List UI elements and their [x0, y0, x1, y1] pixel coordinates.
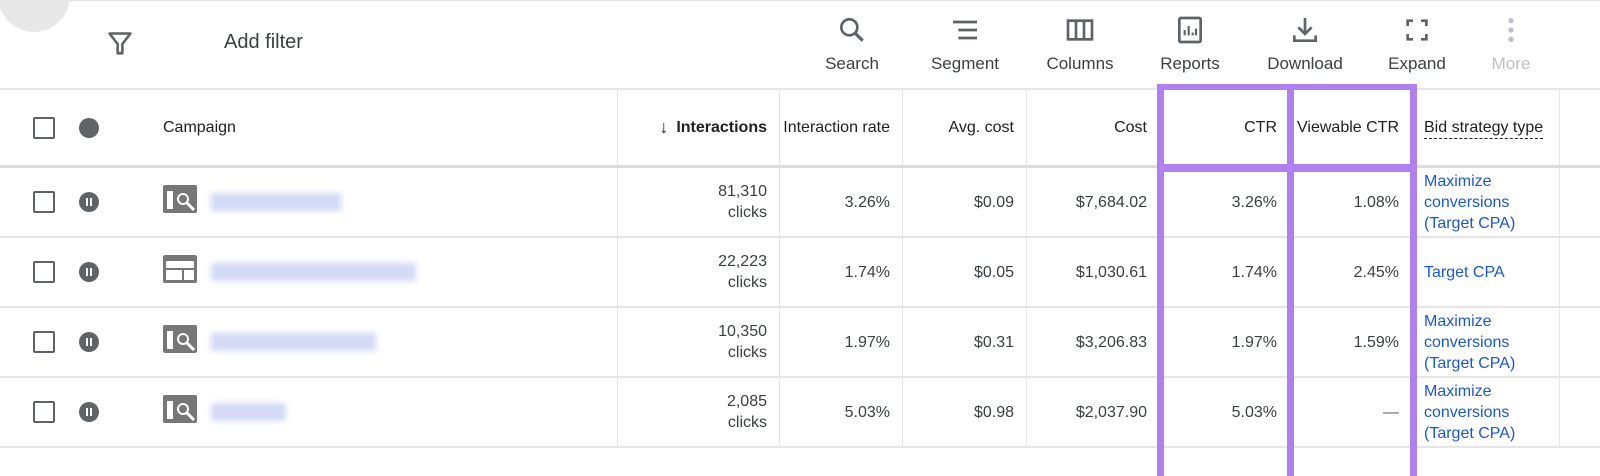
interactions-cell: 2,085 clicks — [618, 378, 780, 446]
segment-button[interactable]: Segment — [910, 14, 1020, 74]
row-checkbox[interactable] — [33, 261, 55, 283]
more-vert-icon — [1508, 18, 1514, 42]
search-campaign-icon — [163, 395, 197, 429]
add-filter-button[interactable]: Add filter — [224, 31, 303, 53]
search-button[interactable]: Search — [797, 14, 907, 74]
interaction-rate-cell: 3.26% — [780, 168, 903, 236]
table-row: 81,310 clicks 3.26% $0.09 $7,684.02 3.26%… — [0, 168, 1600, 238]
bid-strategy-link[interactable]: Target CPA — [1424, 263, 1505, 281]
select-all-checkbox[interactable] — [33, 116, 55, 139]
avg-cost-cell: $0.09 — [903, 168, 1027, 236]
search-label: Search — [825, 54, 879, 73]
campaign-name-link-redacted[interactable] — [211, 193, 341, 211]
columns-icon — [1066, 19, 1094, 41]
campaign-cell — [125, 168, 618, 236]
paused-status-icon[interactable] — [78, 262, 99, 282]
reports-icon — [1178, 16, 1202, 44]
interaction-rate-cell: 5.03% — [780, 378, 903, 446]
cost-cell: $7,684.02 — [1027, 168, 1160, 236]
status-header-icon[interactable] — [78, 117, 99, 138]
viewable-ctr-cell: 1.08% — [1290, 168, 1412, 236]
reports-label: Reports — [1160, 54, 1220, 73]
bid-strategy-link[interactable]: Maximize conversions (Target CPA) — [1424, 172, 1516, 232]
ctr-cell: 1.97% — [1160, 308, 1290, 376]
campaign-name-link-redacted[interactable] — [211, 403, 286, 421]
cost-cell: $3,206.83 — [1027, 308, 1160, 376]
table-row: 22,223 clicks 1.74% $0.05 $1,030.61 1.74%… — [0, 238, 1600, 308]
ctr-cell: 5.03% — [1160, 378, 1290, 446]
paused-status-icon[interactable] — [78, 402, 99, 422]
header-interactions[interactable]: ↓ Interactions — [618, 90, 780, 165]
search-icon — [840, 18, 864, 42]
interactions-cell: 22,223 clicks — [618, 238, 780, 306]
avg-cost-cell: $0.31 — [903, 308, 1027, 376]
search-campaign-icon — [163, 185, 197, 219]
paused-status-icon[interactable] — [78, 192, 99, 212]
ctr-cell: 1.74% — [1160, 238, 1290, 306]
top-divider — [0, 0, 1600, 1]
columns-button[interactable]: Columns — [1025, 14, 1135, 74]
header-campaign[interactable]: Campaign — [125, 90, 618, 165]
campaign-name-link-redacted[interactable] — [211, 263, 416, 281]
header-cost[interactable]: Cost — [1027, 90, 1160, 165]
add-fab-button[interactable] — [0, 0, 70, 32]
interactions-cell: 81,310 clicks — [618, 168, 780, 236]
highlight-middle — [1287, 84, 1294, 476]
bid-strategy-link[interactable]: Maximize conversions (Target CPA) — [1424, 382, 1516, 442]
expand-icon — [1406, 19, 1428, 41]
more-label: More — [1491, 54, 1531, 73]
header-avg-cost[interactable]: Avg. cost — [903, 90, 1027, 165]
interaction-rate-cell: 1.74% — [780, 238, 903, 306]
cost-cell: $1,030.61 — [1027, 238, 1160, 306]
campaign-cell — [125, 308, 618, 376]
viewable-ctr-cell: 2.45% — [1290, 238, 1412, 306]
highlight-right — [1410, 84, 1417, 476]
cost-cell: $2,037.90 — [1027, 378, 1160, 446]
avg-cost-cell: $0.98 — [903, 378, 1027, 446]
campaign-cell — [125, 378, 618, 446]
more-button[interactable]: More — [1456, 14, 1566, 74]
download-button[interactable]: Download — [1250, 14, 1360, 74]
reports-button[interactable]: Reports — [1135, 14, 1245, 74]
viewable-ctr-cell: 1.59% — [1290, 308, 1412, 376]
campaign-cell — [125, 238, 618, 306]
table-row: 10,350 clicks 1.97% $0.31 $3,206.83 1.97%… — [0, 308, 1600, 378]
campaign-name-link-redacted[interactable] — [211, 333, 376, 351]
table-row: 2,085 clicks 5.03% $0.98 $2,037.90 5.03% … — [0, 378, 1600, 448]
interaction-rate-cell: 1.97% — [780, 308, 903, 376]
row-checkbox[interactable] — [33, 401, 55, 423]
table-header: Campaign ↓ Interactions Interaction rate … — [0, 88, 1600, 168]
avg-cost-cell: $0.05 — [903, 238, 1027, 306]
row-checkbox[interactable] — [33, 191, 55, 213]
sort-down-arrow-icon: ↓ — [659, 117, 669, 137]
ctr-cell: 3.26% — [1160, 168, 1290, 236]
highlight-header-bottom — [1157, 164, 1417, 172]
header-ctr[interactable]: CTR — [1160, 90, 1290, 165]
viewable-ctr-cell: — — [1290, 378, 1412, 446]
segment-label: Segment — [930, 54, 1000, 73]
header-viewable-ctr[interactable]: Viewable CTR — [1290, 90, 1412, 165]
row-checkbox[interactable] — [33, 331, 55, 353]
interactions-cell: 10,350 clicks — [618, 308, 780, 376]
download-icon — [1293, 18, 1317, 42]
bid-strategy-link[interactable]: Maximize conversions (Target CPA) — [1424, 312, 1516, 372]
highlight-top — [1157, 84, 1417, 90]
expand-button[interactable]: Expand — [1362, 14, 1472, 74]
segment-icon — [953, 20, 977, 40]
header-interaction-rate[interactable]: Interaction rate — [780, 90, 903, 165]
header-bid-strategy[interactable]: Bid strategy type — [1412, 90, 1560, 165]
expand-label: Expand — [1388, 54, 1446, 73]
display-campaign-icon — [163, 255, 197, 289]
highlight-left — [1157, 84, 1164, 476]
columns-label: Columns — [1046, 54, 1114, 73]
search-campaign-icon — [163, 325, 197, 359]
filter-icon[interactable] — [106, 30, 134, 58]
paused-status-icon[interactable] — [78, 332, 99, 352]
download-label: Download — [1267, 54, 1343, 73]
